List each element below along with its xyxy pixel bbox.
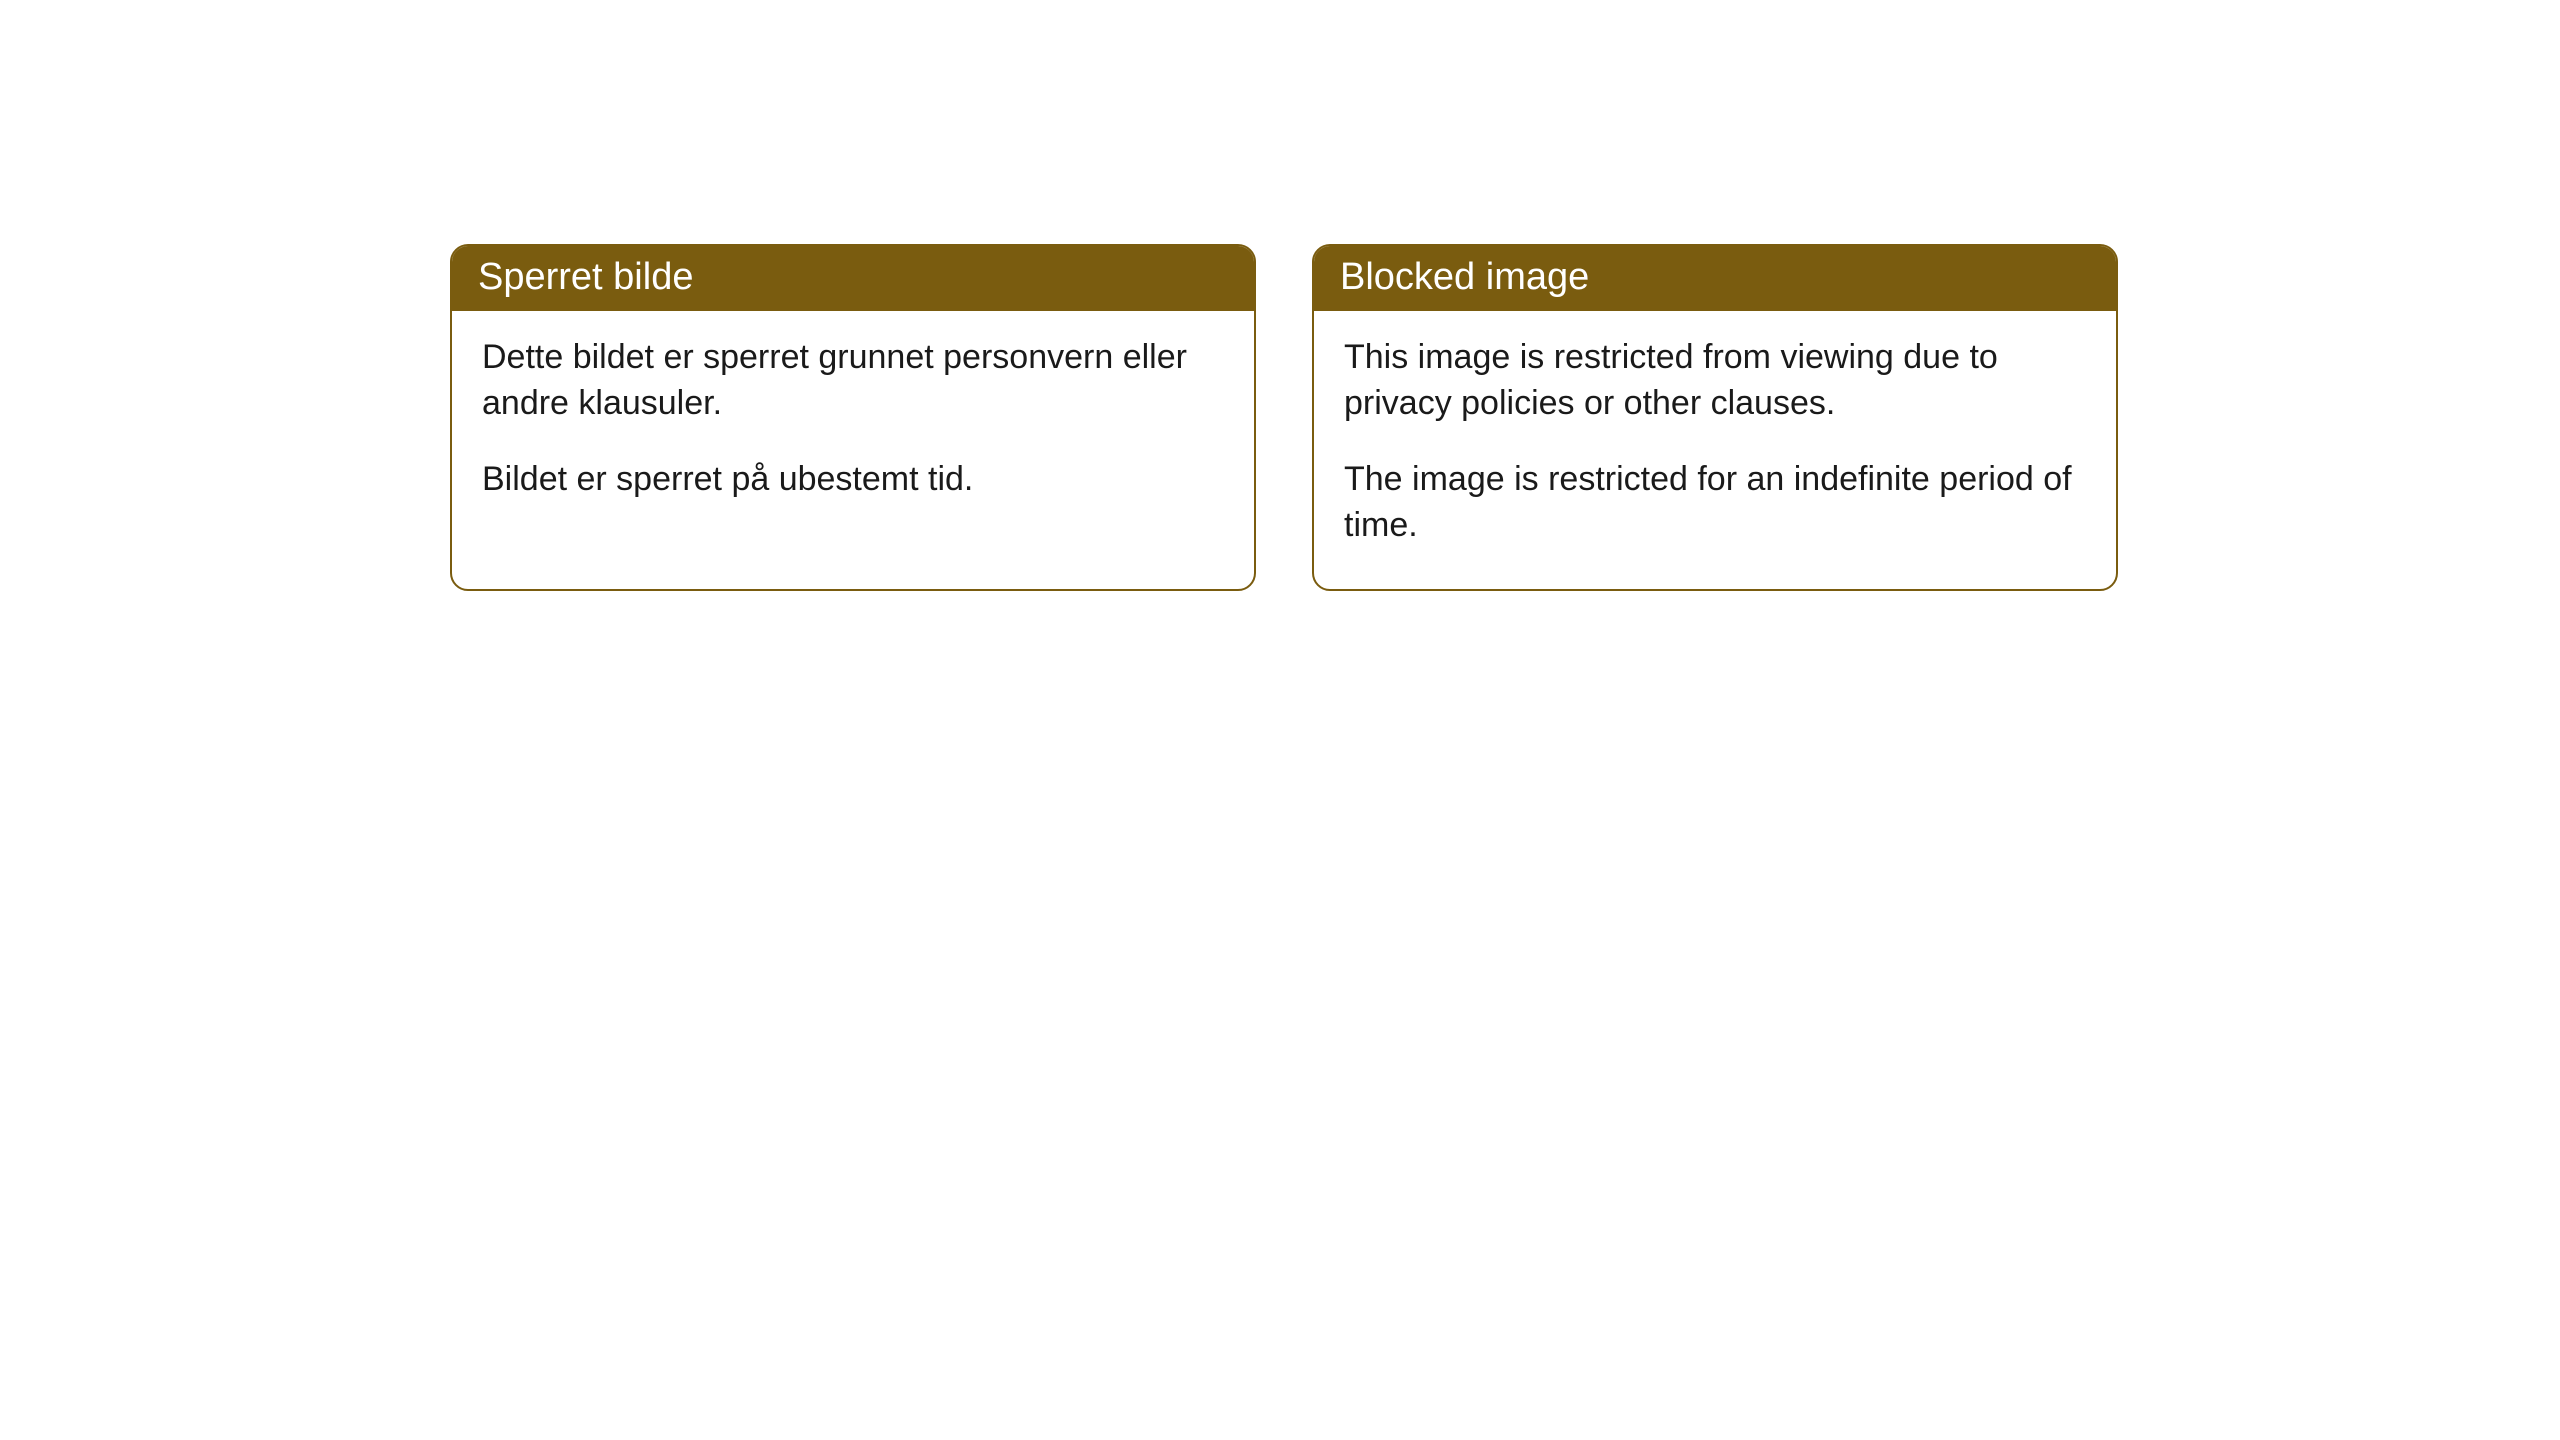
blocked-image-card-english: Blocked image This image is restricted f… xyxy=(1312,244,2118,591)
card-text-norwegian-2: Bildet er sperret på ubestemt tid. xyxy=(482,457,1224,503)
card-body-english: This image is restricted from viewing du… xyxy=(1314,311,2116,589)
blocked-image-card-norwegian: Sperret bilde Dette bildet er sperret gr… xyxy=(450,244,1256,591)
card-body-norwegian: Dette bildet er sperret grunnet personve… xyxy=(452,311,1254,543)
card-text-english-2: The image is restricted for an indefinit… xyxy=(1344,457,2086,549)
cards-container: Sperret bilde Dette bildet er sperret gr… xyxy=(0,0,2560,591)
card-header-norwegian: Sperret bilde xyxy=(452,246,1254,311)
card-header-english: Blocked image xyxy=(1314,246,2116,311)
card-text-english-1: This image is restricted from viewing du… xyxy=(1344,335,2086,427)
card-text-norwegian-1: Dette bildet er sperret grunnet personve… xyxy=(482,335,1224,427)
